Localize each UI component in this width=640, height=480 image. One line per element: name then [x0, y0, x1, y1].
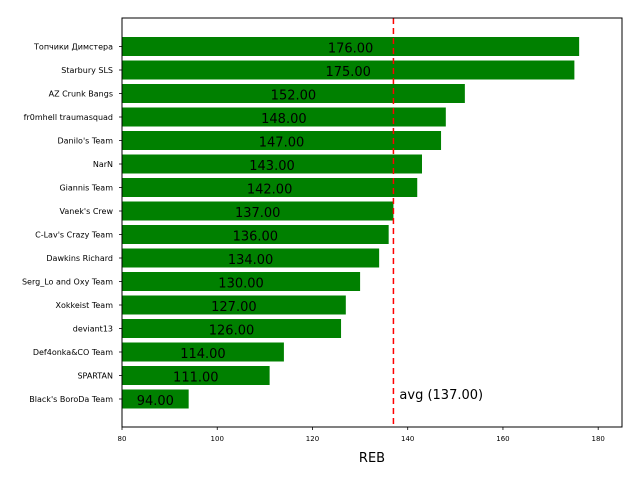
x-tick-label: 100 — [211, 435, 224, 443]
x-tick-label: 140 — [401, 435, 414, 443]
category-label: fr0mhell traumasquad — [24, 113, 113, 122]
x-tick-label: 160 — [496, 435, 509, 443]
bar — [122, 154, 422, 174]
category-label: Vanek's Crew — [60, 207, 114, 216]
bar — [122, 366, 270, 385]
category-label: Def4onka&CO Team — [33, 348, 113, 357]
bar — [122, 107, 446, 127]
bar — [122, 201, 394, 221]
bar — [122, 389, 189, 409]
bar-value-label: 111.00 — [173, 371, 219, 386]
bar — [122, 225, 389, 244]
bar — [122, 319, 342, 338]
bar — [122, 84, 465, 103]
x-tick-label: 180 — [592, 435, 605, 443]
category-label: Giannis Team — [59, 184, 113, 193]
x-tick-label: 80 — [118, 435, 127, 443]
x-axis-ticks: 80 100 120 140 160 180 — [118, 427, 605, 443]
category-label: Starbury SLS — [61, 66, 113, 75]
bar — [122, 248, 380, 268]
category-label: Топчики Димстера — [33, 43, 113, 52]
plot-frame — [121, 17, 623, 428]
bar-value-label: 137.00 — [235, 206, 281, 221]
category-label: deviant13 — [73, 325, 113, 334]
bar-value-label: 127.00 — [211, 300, 257, 315]
category-label: Xokkeist Team — [56, 301, 114, 310]
bar-value-label: 142.00 — [247, 183, 293, 198]
bar — [122, 178, 418, 197]
bar — [122, 37, 580, 56]
category-label: Dawkins Richard — [46, 254, 113, 263]
category-label: Serg_Lo and Oxy Team — [22, 278, 113, 287]
x-axis-label: REB — [359, 451, 385, 466]
category-labels: Топчики Димстера Starbury SLS AZ Crunk Ban… — [22, 43, 122, 404]
category-label: Black's BoroDa Team — [29, 395, 113, 404]
bar-value-label: 134.00 — [228, 253, 274, 268]
bar-value-label: 143.00 — [249, 159, 295, 174]
bar-value-label: 130.00 — [218, 277, 264, 292]
bar-value-label: 148.00 — [261, 112, 307, 127]
bars-group — [122, 37, 580, 409]
bar-value-label: 175.00 — [325, 65, 371, 80]
bar-value-label: 94.00 — [137, 394, 174, 409]
bar-value-label: 176.00 — [328, 42, 374, 57]
category-label: C-Lav's Crazy Team — [35, 231, 113, 240]
bar-value-label: 152.00 — [271, 89, 317, 104]
category-label: NarN — [93, 160, 113, 169]
bar-value-label: 136.00 — [233, 230, 279, 245]
bar-value-label: 126.00 — [209, 324, 255, 339]
category-label: SPARTAN — [77, 372, 113, 381]
bar — [122, 272, 361, 291]
category-label: Danilo's Team — [57, 137, 113, 146]
average-label: avg (137.00) — [399, 388, 483, 403]
bar — [122, 131, 442, 150]
category-label: AZ Crunk Bangs — [49, 90, 113, 99]
bar-value-labels: 176.00 175.00 152.00 148.00 147.00 143.00 142.… — [137, 42, 374, 410]
bar-value-label: 147.00 — [259, 136, 305, 151]
bar — [122, 60, 575, 80]
bar-value-label: 114.00 — [180, 347, 226, 362]
bar — [122, 342, 284, 362]
x-tick-label: 120 — [306, 435, 319, 443]
bar — [122, 295, 346, 315]
